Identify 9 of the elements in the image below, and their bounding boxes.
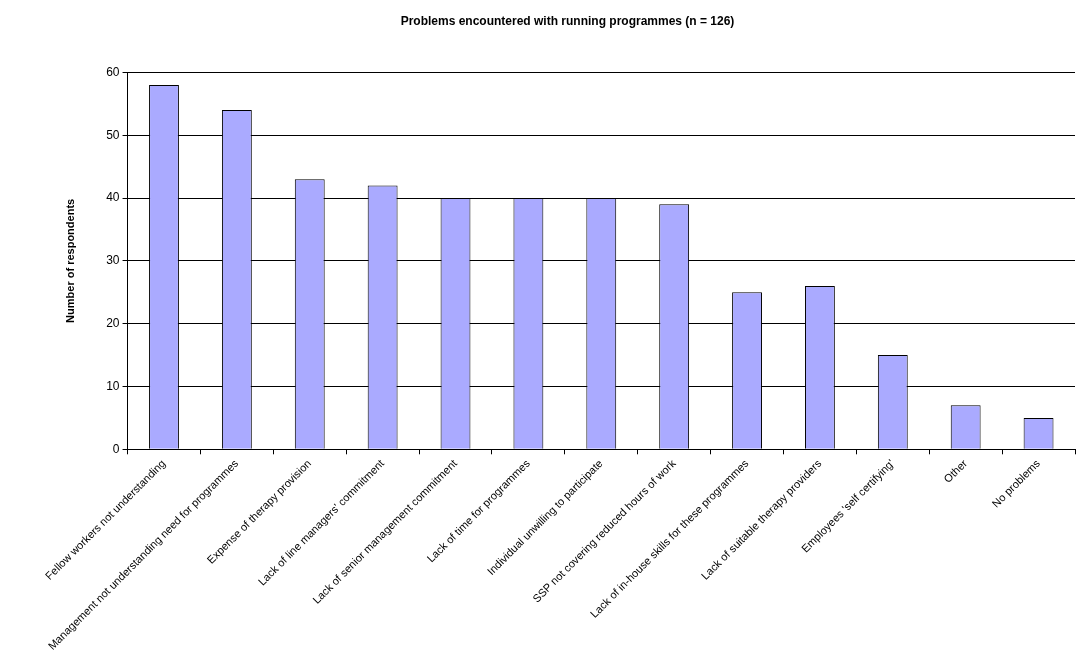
y-tick-label: 30	[106, 253, 120, 268]
y-tick-label: 40	[106, 190, 120, 205]
y-tick-label: 20	[106, 315, 120, 330]
y-tick-label: 10	[106, 378, 120, 393]
y-axis-title: Number of respondents	[63, 198, 76, 323]
y-tick-label: 0	[112, 441, 120, 456]
chart-title: Problems encountered with running programmes (n = 126)	[400, 13, 735, 28]
y-tick-label: 50	[106, 127, 120, 142]
y-tick-label: 60	[106, 64, 120, 79]
